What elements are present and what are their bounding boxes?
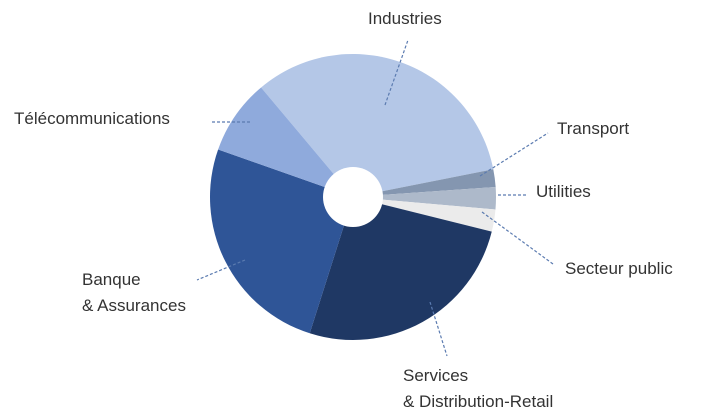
slice-label: Services & Distribution-Retail: [403, 366, 554, 411]
slice-label: Secteur public: [565, 259, 673, 278]
leader-line: [384, 39, 409, 106]
pie-slice: [261, 54, 494, 197]
pie-slice: [353, 187, 497, 210]
pie-slice: [353, 197, 496, 232]
leader-line: [479, 132, 549, 177]
pie-slice: [309, 197, 492, 340]
slice-label: Banque & Assurances: [82, 270, 186, 315]
pie-slice: [209, 149, 353, 334]
slice-label: Télécommunications: [14, 109, 170, 128]
leader-line: [429, 301, 448, 357]
slice-label: Transport: [557, 119, 630, 138]
pie-slice: [353, 169, 496, 197]
pie-slice: [218, 87, 353, 197]
leader-line: [196, 259, 246, 281]
slice-label: Utilities: [536, 182, 591, 201]
donut-hole: [323, 167, 383, 227]
slice-label: Industries: [368, 9, 442, 28]
